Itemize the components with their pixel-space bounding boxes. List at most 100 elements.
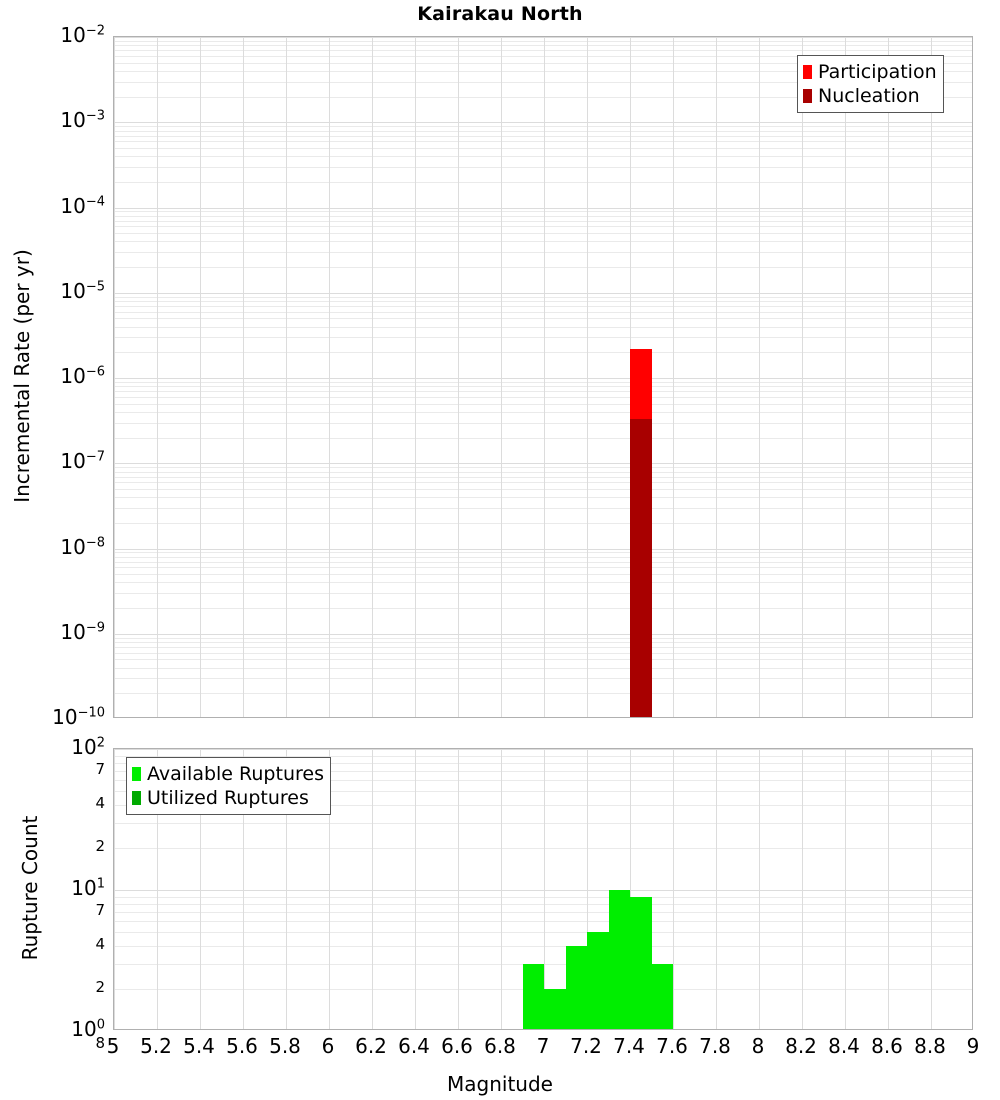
gridline-vertical bbox=[845, 37, 846, 717]
gridline-vertical bbox=[200, 37, 201, 717]
x-tick-label: 6.8 bbox=[484, 1034, 516, 1058]
x-tick-label: 5.6 bbox=[226, 1034, 258, 1058]
gridline-horizontal bbox=[114, 749, 972, 750]
x-tick-label: 5.2 bbox=[140, 1034, 172, 1058]
gridline-horizontal bbox=[114, 156, 972, 158]
y-tick-label: 10−10 bbox=[52, 705, 105, 729]
gridline-horizontal bbox=[114, 637, 972, 639]
gridline-horizontal bbox=[114, 890, 972, 891]
y-tick-label: 10−9 bbox=[60, 619, 105, 644]
legend-top: Participation Nucleation bbox=[797, 55, 944, 113]
legend-label-nucleation: Nucleation bbox=[818, 84, 920, 107]
y-tick-label: 4 bbox=[95, 935, 105, 954]
rupture-count-bar bbox=[651, 963, 673, 1029]
gridline-vertical bbox=[329, 37, 330, 717]
gridline-horizontal bbox=[114, 296, 972, 298]
gridline-horizontal bbox=[114, 337, 972, 339]
y-tick-label: 10−4 bbox=[60, 193, 105, 218]
gridline-vertical bbox=[415, 37, 416, 717]
y-tick-label: 8 bbox=[95, 1033, 105, 1052]
gridline-horizontal bbox=[114, 126, 972, 128]
y-axis-label-top: Incremental Rate (per yr) bbox=[10, 249, 34, 503]
y-axis-label-bottom: Rupture Count bbox=[18, 815, 42, 961]
gridline-horizontal bbox=[114, 921, 972, 923]
y-tick-label: 7 bbox=[95, 759, 105, 778]
rupture-count-bar bbox=[522, 963, 544, 1029]
utilized-ruptures-swatch-icon bbox=[132, 791, 141, 805]
gridline-horizontal bbox=[114, 770, 972, 772]
y-tick-label: 2 bbox=[95, 977, 105, 996]
gridline-horizontal bbox=[114, 62, 972, 64]
gridline-horizontal bbox=[114, 45, 972, 47]
gridline-vertical bbox=[802, 37, 803, 717]
gridline-vertical bbox=[329, 749, 330, 1029]
legend-label-utilized-ruptures: Utilized Ruptures bbox=[147, 786, 309, 809]
gridline-horizontal bbox=[114, 147, 972, 149]
gridline-horizontal bbox=[114, 226, 972, 228]
x-tick-label: 5 bbox=[106, 1034, 120, 1058]
x-tick-label: 7.6 bbox=[656, 1034, 688, 1058]
gridline-vertical bbox=[759, 749, 760, 1029]
gridline-vertical bbox=[802, 749, 803, 1029]
gridline-horizontal bbox=[114, 386, 972, 388]
gridline-horizontal bbox=[114, 755, 972, 757]
rupture-count-bar bbox=[544, 988, 566, 1029]
gridline-horizontal bbox=[114, 896, 972, 898]
gridline-horizontal bbox=[114, 507, 972, 509]
gridline-horizontal bbox=[114, 548, 972, 550]
gridline-horizontal bbox=[114, 556, 972, 558]
gridline-horizontal bbox=[114, 311, 972, 313]
gridline-horizontal bbox=[114, 582, 972, 584]
x-tick-label: 6.4 bbox=[398, 1034, 430, 1058]
gridline-horizontal bbox=[114, 403, 972, 405]
gridline-horizontal bbox=[114, 396, 972, 398]
gridline-horizontal bbox=[114, 647, 972, 648]
x-tick-label: 8.4 bbox=[828, 1034, 860, 1058]
legend-item-participation[interactable]: Participation bbox=[803, 60, 937, 84]
legend-item-available-ruptures[interactable]: Available Ruptures bbox=[132, 762, 324, 786]
gridline-horizontal bbox=[114, 678, 972, 680]
gridline-horizontal bbox=[114, 561, 972, 563]
gridline-vertical bbox=[286, 37, 287, 717]
gridline-horizontal bbox=[114, 437, 972, 439]
gridline-horizontal bbox=[114, 301, 972, 302]
participation-swatch-icon bbox=[803, 65, 812, 79]
gridline-horizontal bbox=[114, 574, 972, 576]
y-tick-label: 10−7 bbox=[60, 449, 105, 474]
available-ruptures-swatch-icon bbox=[132, 767, 141, 781]
gridline-vertical bbox=[931, 37, 932, 717]
rupture-count-bar bbox=[608, 890, 630, 1029]
gridline-horizontal bbox=[114, 422, 972, 424]
gridline-vertical bbox=[587, 749, 588, 1029]
gridline-horizontal bbox=[114, 932, 972, 934]
gridline-vertical bbox=[759, 37, 760, 717]
legend-label-available-ruptures: Available Ruptures bbox=[147, 762, 324, 785]
gridline-horizontal bbox=[114, 522, 972, 524]
gridline-vertical bbox=[888, 37, 889, 717]
gridline-vertical bbox=[114, 749, 115, 1029]
gridline-horizontal bbox=[114, 141, 972, 143]
legend-label-participation: Participation bbox=[818, 60, 937, 83]
gridline-horizontal bbox=[114, 476, 972, 478]
gridline-horizontal bbox=[114, 306, 972, 307]
gridline-horizontal bbox=[114, 211, 972, 213]
gridline-horizontal bbox=[114, 567, 972, 569]
legend-item-utilized-ruptures[interactable]: Utilized Ruptures bbox=[132, 786, 324, 810]
x-tick-label: 6.6 bbox=[441, 1034, 473, 1058]
gridline-vertical bbox=[673, 749, 674, 1029]
gridline-horizontal bbox=[114, 911, 972, 913]
x-tick-label: 7 bbox=[536, 1034, 550, 1058]
y-tick-label: 10−2 bbox=[60, 23, 105, 47]
gridline-horizontal bbox=[114, 122, 972, 124]
x-tick-label: 7.2 bbox=[570, 1034, 602, 1058]
gridline-horizontal bbox=[114, 215, 972, 217]
gridline-horizontal bbox=[114, 352, 972, 354]
x-tick-label: 8.2 bbox=[785, 1034, 817, 1058]
gridline-horizontal bbox=[114, 241, 972, 243]
gridline-horizontal bbox=[114, 633, 972, 635]
rupture-count-bar bbox=[565, 946, 587, 1029]
gridline-vertical bbox=[243, 37, 244, 717]
legend-item-nucleation[interactable]: Nucleation bbox=[803, 84, 937, 108]
x-tick-label: 6.2 bbox=[355, 1034, 387, 1058]
